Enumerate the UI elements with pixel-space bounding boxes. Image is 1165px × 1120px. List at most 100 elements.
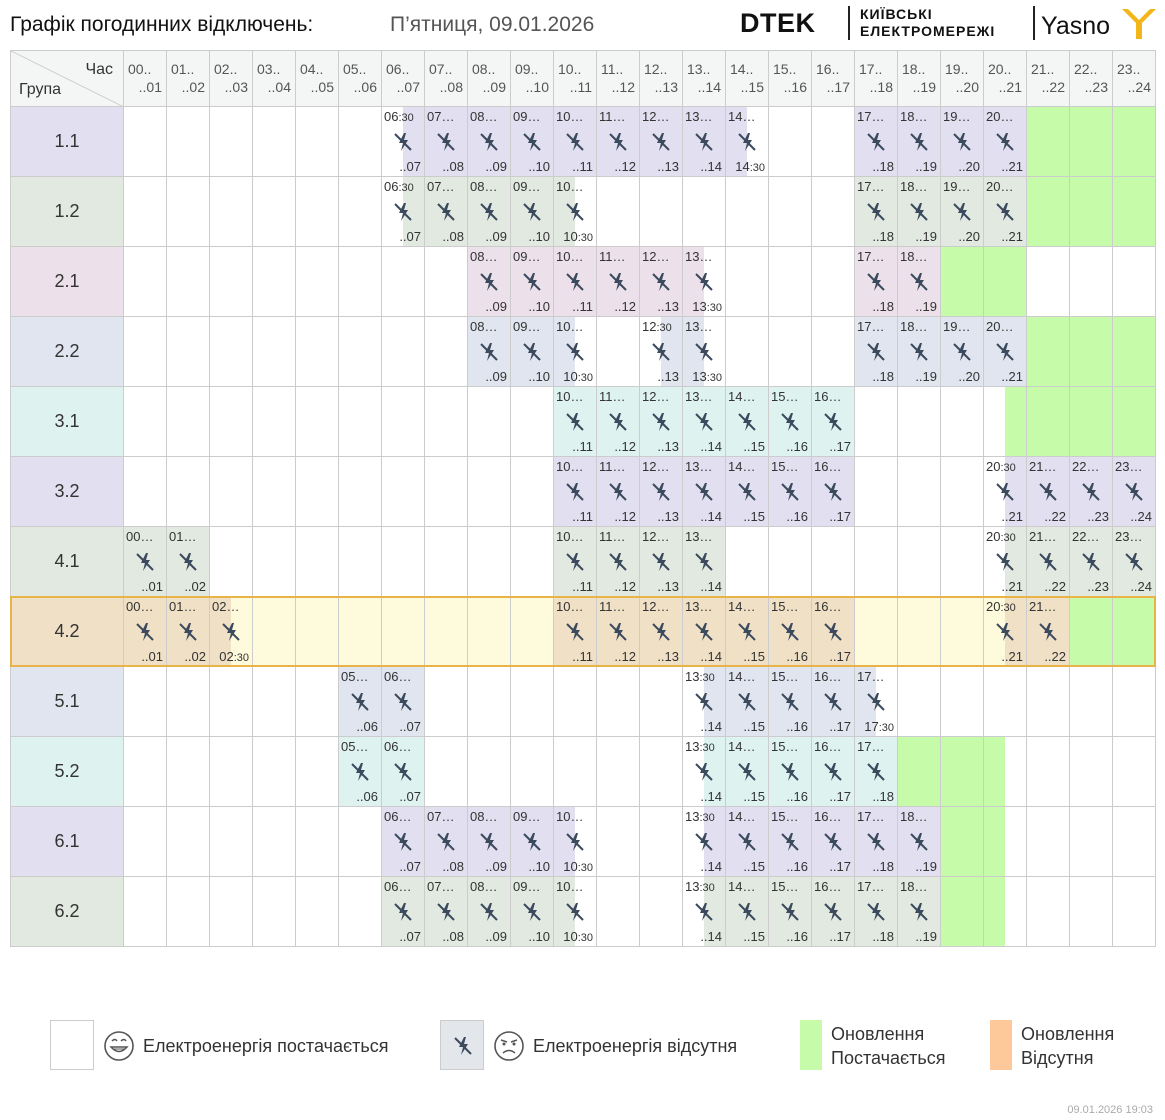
hour-cell <box>941 527 984 597</box>
outage-start-label: 14… <box>728 109 756 124</box>
outage-end-label: ..17 <box>829 649 851 664</box>
brand-line-2: ЕЛЕКТРОМЕРЕЖІ <box>860 23 996 39</box>
hour-header: 18.. ..19 <box>898 51 941 107</box>
hour-cell <box>1027 177 1070 247</box>
outage-end-label: ..06 <box>356 789 378 804</box>
outage-end-label: ..21 <box>1001 159 1023 174</box>
outage-start-label: 17… <box>857 809 885 824</box>
outage-end-label: ..21 <box>1001 229 1023 244</box>
no-power-icon <box>738 762 756 781</box>
outage-start-label: 15… <box>771 459 799 474</box>
outage-start-label: 13… <box>685 459 713 474</box>
outage-end-label: ..20 <box>958 159 980 174</box>
no-power-icon <box>394 762 412 781</box>
outage-cell: 07… ..08 <box>425 807 468 877</box>
hour-start: 20.. <box>988 61 1012 77</box>
outage-start-label: 18… <box>900 879 928 894</box>
outage-start-label: 08… <box>470 249 498 264</box>
outage-end-label: ..19 <box>915 299 937 314</box>
hour-start: 19.. <box>945 61 969 77</box>
hour-start: 10.. <box>558 61 582 77</box>
outage-start-label: 08… <box>470 179 498 194</box>
no-power-icon <box>1125 552 1143 571</box>
outage-start-label: 21… <box>1029 529 1057 544</box>
no-power-icon <box>1039 622 1057 641</box>
group-name: 3.2 <box>54 481 80 501</box>
outage-start-label: 14… <box>728 389 756 404</box>
no-power-icon <box>566 622 584 641</box>
hour-cell <box>339 457 382 527</box>
hour-cell <box>468 737 511 807</box>
hour-cell <box>640 877 683 947</box>
outage-start-label: 10… <box>556 319 584 334</box>
outage-start-label: 17… <box>857 739 885 754</box>
outage-start-label: 10… <box>556 529 584 544</box>
hour-cell <box>941 807 984 877</box>
no-power-icon <box>953 202 971 221</box>
hour-end: ..15 <box>740 79 764 95</box>
hour-cell <box>339 387 382 457</box>
outage-end-label: ..15 <box>743 929 765 944</box>
no-power-icon <box>1039 552 1057 571</box>
no-power-icon <box>1082 552 1100 571</box>
outage-cell: 20:30 ..21 <box>984 597 1027 667</box>
outage-end-label: ..22 <box>1044 649 1066 664</box>
outage-start-label: 10… <box>556 109 584 124</box>
outage-cell: 20… ..21 <box>984 317 1027 387</box>
hour-end: ..12 <box>611 79 635 95</box>
hour-cell <box>812 247 855 317</box>
no-power-icon <box>566 902 584 921</box>
outage-end-label: ..11 <box>572 509 593 524</box>
hour-cell <box>210 457 253 527</box>
no-power-icon <box>867 342 885 361</box>
hour-cell <box>640 667 683 737</box>
outage-end-label: 10:30 <box>563 369 593 384</box>
no-power-icon <box>910 342 928 361</box>
outage-start-label: 10… <box>556 249 584 264</box>
hour-cell <box>640 737 683 807</box>
hour-cell <box>597 317 640 387</box>
no-power-icon <box>480 202 498 221</box>
hour-cell <box>1113 807 1156 877</box>
outage-start-label: 00… <box>126 529 154 544</box>
hour-cell <box>382 317 425 387</box>
outage-start-label: 16… <box>814 459 842 474</box>
outage-end-label: ..17 <box>829 719 851 734</box>
outage-schedule-table: Час Група 00.. ..01 01.. ..02 02.. ..03 03.. ..04… <box>10 50 1156 947</box>
outage-cell: 16… ..17 <box>812 387 855 457</box>
outage-end-label: ..16 <box>786 509 808 524</box>
hour-end: ..13 <box>654 79 678 95</box>
hour-cell <box>253 317 296 387</box>
outage-start-label: 14… <box>728 739 756 754</box>
no-power-icon <box>523 902 541 921</box>
hour-cell <box>167 107 210 177</box>
outage-start-label: 14… <box>728 809 756 824</box>
outage-start-label: 23… <box>1115 459 1143 474</box>
hour-cell <box>425 247 468 317</box>
outage-cell: 09… ..10 <box>511 877 554 947</box>
outage-end-label: ..20 <box>958 229 980 244</box>
hour-start: 12.. <box>644 61 668 77</box>
hour-cell <box>339 107 382 177</box>
no-power-icon <box>738 622 756 641</box>
outage-start-label: 12… <box>642 249 670 264</box>
no-power-icon <box>824 902 842 921</box>
no-power-icon <box>695 832 713 851</box>
outage-start-label: 01… <box>169 529 197 544</box>
hour-cell <box>339 247 382 317</box>
hour-header: 07.. ..08 <box>425 51 468 107</box>
outage-start-label: 15… <box>771 809 799 824</box>
no-power-icon <box>996 482 1014 501</box>
outage-cell: 17… ..18 <box>855 177 898 247</box>
hour-cell <box>296 667 339 737</box>
hour-cell <box>296 387 339 457</box>
hour-cell <box>468 667 511 737</box>
outage-end-label: ..15 <box>743 649 765 664</box>
hour-cell <box>769 177 812 247</box>
outage-start-label: 11… <box>599 249 626 264</box>
outage-cell: 13… 13:30 <box>683 317 726 387</box>
outage-start-label: 13… <box>685 109 713 124</box>
hour-cell <box>167 247 210 317</box>
outage-cell: 11… ..12 <box>597 527 640 597</box>
hour-cell <box>941 877 984 947</box>
